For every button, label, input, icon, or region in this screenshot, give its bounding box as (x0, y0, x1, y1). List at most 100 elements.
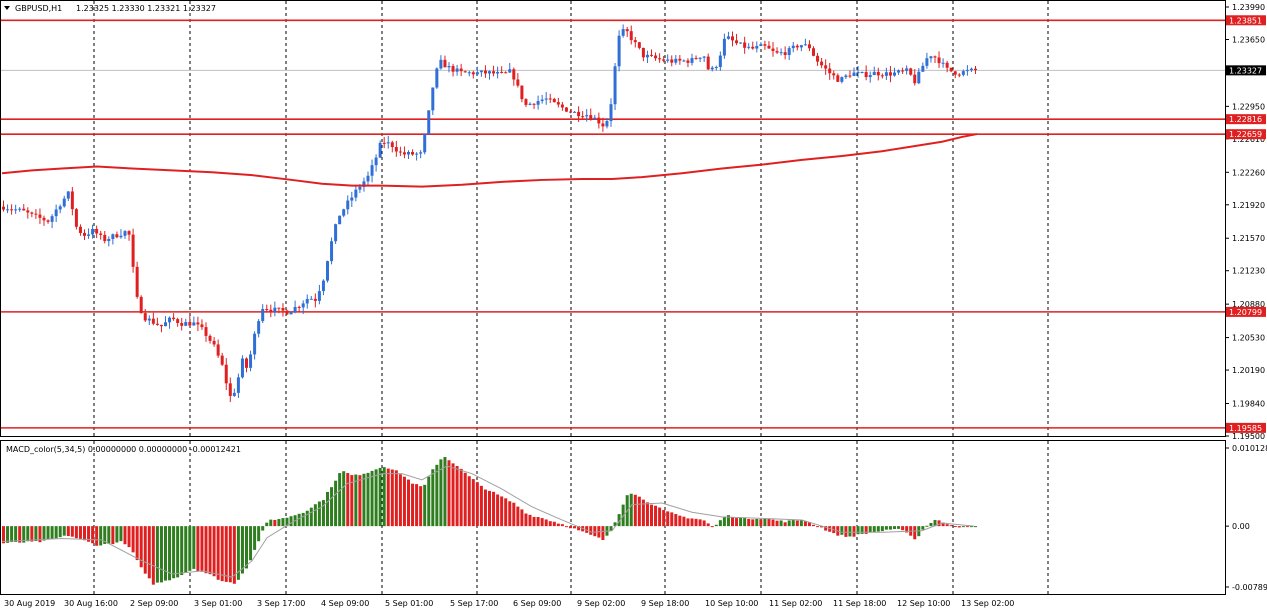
time-tick-label: 4 Sep 09:00 (321, 599, 369, 608)
candle-body (107, 238, 111, 242)
candle-body (637, 42, 641, 48)
candle-body (382, 142, 386, 144)
collapse-triangle-icon[interactable] (4, 6, 10, 10)
macd-bar (674, 514, 678, 527)
macd-bar (431, 469, 435, 527)
candle-body (471, 72, 475, 75)
candle-body (852, 72, 856, 76)
macd-bar (423, 484, 427, 527)
macd-bar (548, 521, 552, 527)
time-tick-label: 9 Sep 18:00 (641, 599, 689, 608)
candle-body (641, 47, 645, 58)
candle-body (305, 298, 309, 304)
macd-bar (66, 526, 70, 537)
candle-body (702, 56, 706, 58)
price-tick-label: 1.20530 (1232, 334, 1265, 343)
macd-bar (840, 526, 844, 535)
macd-bar (350, 475, 354, 527)
macd-bar (50, 526, 54, 540)
macd-bar (645, 502, 649, 527)
macd-bar (609, 526, 613, 531)
candle-body (139, 296, 143, 314)
candle-body (155, 323, 159, 325)
candle-body (731, 36, 734, 41)
candle-body (74, 209, 78, 227)
candle-body (528, 103, 532, 105)
candle-body (674, 58, 678, 63)
candle-body (415, 153, 419, 155)
macd-bar (245, 526, 248, 569)
ohlc-readout: 1.23325 1.23330 1.23321 1.23327 (76, 4, 216, 13)
candle-body (277, 307, 281, 309)
candle-body (285, 310, 289, 315)
candle-body (585, 115, 589, 117)
current-price-tag (1226, 65, 1266, 76)
candle-body (192, 322, 196, 326)
candle-body (888, 72, 892, 76)
macd-bar (407, 479, 410, 527)
macd-bar (820, 526, 824, 528)
macd-bar (58, 526, 62, 538)
macd-bar (540, 518, 544, 527)
macd-bar (285, 517, 289, 527)
macd-bar (860, 526, 864, 534)
macd-bar (504, 498, 508, 527)
candle-body (119, 235, 123, 238)
macd-bar (824, 526, 828, 531)
candle-body (905, 68, 909, 71)
candle-body (690, 58, 694, 63)
macd-bar (354, 474, 358, 527)
candle-body (949, 67, 953, 72)
time-tick-label: 2 Sep 09:00 (130, 599, 178, 608)
candle-body (718, 55, 722, 67)
moving-average-line (1, 133, 978, 188)
candle-body (398, 151, 402, 153)
candle-body (95, 228, 99, 234)
macd-bar (690, 518, 694, 527)
macd-bar (10, 526, 14, 543)
macd-bar (447, 460, 451, 527)
candle-body (714, 66, 718, 68)
macd-bar (451, 463, 455, 527)
candle-body (893, 72, 896, 76)
candle-body (38, 214, 42, 218)
macd-bar (893, 526, 896, 530)
macd-bar (573, 526, 577, 529)
candle-body (34, 213, 38, 215)
macd-bar (467, 476, 471, 527)
candle-body (629, 31, 633, 41)
macd-bar (398, 474, 402, 527)
macd-bar (532, 516, 536, 527)
candle-body (726, 36, 730, 39)
candle-body (30, 212, 34, 214)
macd-bar (30, 526, 34, 542)
candle-body (743, 42, 747, 48)
candle-body (913, 74, 917, 84)
macd-bar (969, 526, 973, 528)
time-tick-label: 12 Sep 10:00 (897, 599, 950, 608)
candle-body (548, 98, 552, 100)
candle-body (694, 58, 698, 60)
time-tick-label: 11 Sep 18:00 (833, 599, 886, 608)
candle-body (581, 116, 585, 118)
candle-body (212, 340, 216, 345)
candle-body (228, 383, 232, 396)
macd-tick-label: -0.00789 (1232, 583, 1267, 592)
macd-bar (479, 485, 483, 527)
candle-body (164, 322, 167, 327)
candle-body (78, 226, 82, 233)
macd-bar (556, 523, 560, 527)
macd-bar (601, 526, 605, 541)
macd-bar (516, 506, 520, 527)
candle-body (447, 66, 451, 68)
macd-bar (374, 469, 378, 527)
macd-bar (119, 526, 123, 542)
macd-bar (301, 512, 305, 527)
macd-bar (155, 526, 159, 583)
candle-body (662, 59, 666, 61)
candle-body (698, 57, 702, 59)
macd-bar (317, 501, 321, 527)
chart-frame (0, 0, 1226, 595)
macd-bar (309, 507, 313, 527)
candle-body (969, 68, 973, 71)
